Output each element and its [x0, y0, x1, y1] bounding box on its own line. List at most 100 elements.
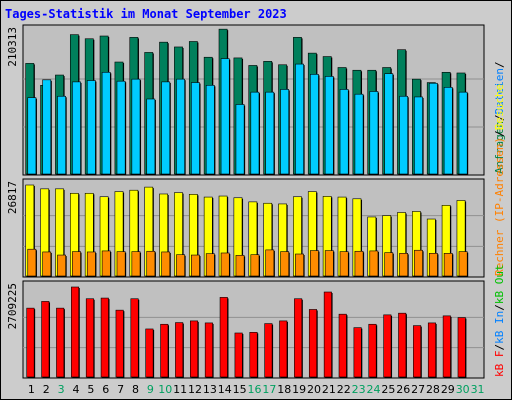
bar-rechner-ip-adressen--12 [191, 254, 200, 277]
legend-item: / [493, 114, 506, 121]
bar-kb-f-4 [71, 286, 80, 378]
legend-item: Anfragen [493, 121, 506, 174]
bar-rechner-ip-adressen--9 [146, 250, 156, 277]
bar-dateien-9 [146, 98, 156, 175]
bar-kb-f-24 [368, 323, 377, 378]
bar-dateien-10 [161, 81, 171, 175]
bar-kb-f-18 [279, 320, 288, 378]
day-label-23: 23 [352, 383, 366, 396]
bar-rechner-ip-adressen--8 [131, 251, 141, 277]
bar-kb-f-6 [100, 297, 109, 378]
bar-dateien-1 [27, 97, 37, 175]
bar-dateien-26 [399, 95, 409, 175]
bar-kb-f-9 [145, 328, 154, 378]
bar-rechner-ip-adressen--26 [399, 253, 409, 277]
day-label-27: 27 [411, 383, 425, 396]
bar-dateien-30 [458, 91, 468, 175]
bar-dateien-7 [116, 80, 126, 175]
day-label-11: 11 [173, 383, 187, 396]
bar-dateien-12 [191, 82, 200, 175]
bar-dateien-2 [42, 79, 52, 175]
bar-rechner-ip-adressen--27 [414, 249, 423, 277]
bar-kb-f-11 [175, 322, 184, 378]
legend-item: Besuche [493, 84, 506, 130]
bar-dateien-4 [72, 81, 81, 175]
bar-kb-f-3 [56, 307, 65, 378]
bar-rechner-ip-adressen--15 [235, 255, 245, 277]
bar-kb-f-12 [189, 320, 199, 378]
bar-dateien-22 [339, 89, 349, 175]
day-label-14: 14 [218, 383, 232, 396]
day-label-29: 29 [441, 383, 455, 396]
day-label-22: 22 [337, 383, 351, 396]
day-label-20: 20 [307, 383, 321, 396]
bar-dateien-16 [250, 91, 260, 175]
day-label-19: 19 [292, 383, 306, 396]
bar-rechner-ip-adressen--10 [161, 251, 171, 277]
bar-dateien-25 [384, 73, 394, 175]
day-label-21: 21 [322, 383, 336, 396]
bar-dateien-15 [235, 104, 245, 175]
bar-kb-f-23 [353, 327, 362, 378]
chart-title: Tages-Statistik im Monat September 2023 [5, 7, 287, 21]
day-label-17: 17 [262, 383, 276, 396]
bar-rechner-ip-adressen--17 [265, 249, 275, 277]
bar-kb-f-29 [442, 315, 451, 378]
bar-dateien-21 [324, 76, 334, 175]
bar-dateien-20 [310, 74, 319, 175]
bar-rechner-ip-adressen--2 [42, 251, 52, 277]
bar-dateien-17 [265, 91, 275, 175]
day-label-31: 31 [471, 383, 485, 396]
day-label-7: 7 [117, 383, 124, 396]
bar-rechner-ip-adressen--13 [205, 253, 215, 277]
legend-item: Rechner (IP-Adressen) [493, 137, 506, 276]
day-label-30: 30 [456, 383, 470, 396]
bar-dateien-18 [280, 89, 290, 175]
day-label-9: 9 [147, 383, 154, 396]
bar-kb-f-20 [308, 309, 318, 378]
bar-dateien-14 [220, 58, 230, 175]
legend-item: kB In [493, 311, 506, 344]
bar-kb-f-30 [457, 317, 466, 378]
bar-rechner-ip-adressen--3 [57, 254, 66, 277]
bar-kb-f-10 [160, 323, 169, 378]
day-label-6: 6 [102, 383, 109, 396]
legend-item: / [493, 61, 506, 68]
legend-item: / [493, 344, 506, 351]
bar-kb-f-16 [249, 332, 258, 378]
bar-rechner-ip-adressen--14 [220, 252, 230, 277]
bar-kb-f-25 [383, 314, 392, 378]
day-label-1: 1 [28, 383, 35, 396]
bar-kb-f-26 [398, 312, 407, 378]
bar-kb-f-8 [130, 298, 139, 378]
bar-dateien-13 [205, 85, 215, 175]
day-label-3: 3 [58, 383, 65, 396]
bar-dateien-6 [101, 71, 111, 175]
day-label-12: 12 [188, 383, 202, 396]
legend-item: / [493, 130, 506, 137]
bar-kb-f-22 [338, 313, 347, 378]
legend-item: kB Out [493, 264, 506, 304]
bar-dateien-19 [295, 63, 304, 175]
bar-rechner-ip-adressen--23 [354, 250, 364, 277]
bar-rechner-ip-adressen--18 [280, 251, 290, 277]
bar-rechner-ip-adressen--29 [443, 253, 453, 277]
day-label-28: 28 [426, 383, 440, 396]
day-label-4: 4 [73, 383, 80, 396]
max-value-label-2: 26817 [6, 181, 19, 214]
bar-rechner-ip-adressen--7 [116, 251, 126, 277]
bar-dateien-28 [428, 82, 438, 175]
legend-item: / [493, 304, 506, 311]
day-label-26: 26 [396, 383, 410, 396]
day-label-10: 10 [158, 383, 172, 396]
bar-kb-f-2 [41, 301, 50, 378]
bar-kb-f-5 [85, 298, 94, 378]
bar-kb-f-13 [204, 322, 213, 378]
day-label-18: 18 [277, 383, 291, 396]
bar-kb-f-28 [427, 322, 436, 378]
bar-rechner-ip-adressen--20 [310, 250, 319, 277]
bar-rechner-ip-adressen--5 [86, 251, 96, 277]
day-label-13: 13 [203, 383, 217, 396]
bar-dateien-29 [443, 87, 453, 175]
